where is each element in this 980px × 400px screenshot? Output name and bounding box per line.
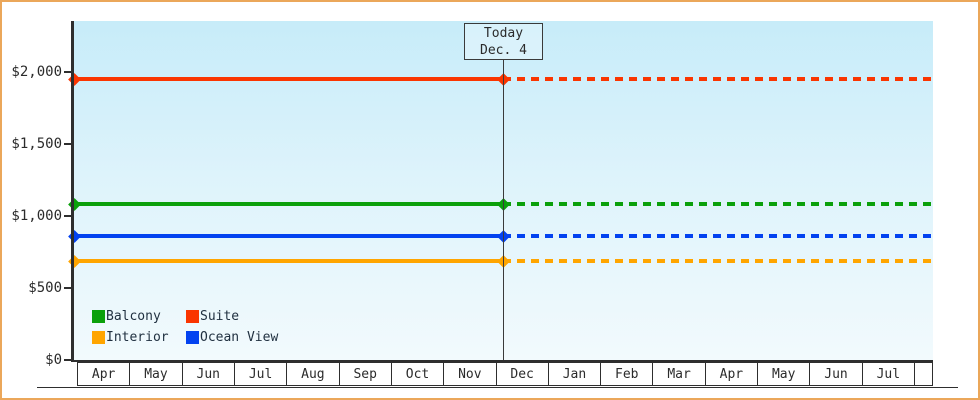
bottom-divider bbox=[37, 387, 958, 388]
series-line-ocean-view-solid bbox=[74, 234, 503, 238]
x-axis bbox=[71, 360, 933, 362]
today-annotation-box: Today Dec. 4 bbox=[464, 23, 543, 60]
month-cell: Apr bbox=[78, 363, 131, 385]
legend-label: Interior bbox=[106, 329, 169, 345]
y-axis bbox=[71, 21, 74, 362]
legend-label: Balcony bbox=[106, 308, 161, 324]
y-tick-label: $1,500 bbox=[11, 136, 62, 152]
month-cell: Nov bbox=[444, 363, 497, 385]
month-cell: Apr bbox=[706, 363, 759, 385]
legend-item-suite: Suite bbox=[186, 308, 278, 324]
today-line bbox=[503, 60, 504, 360]
legend-swatch-icon bbox=[186, 309, 199, 323]
month-cell: Jun bbox=[183, 363, 235, 385]
month-cell: Sep bbox=[340, 363, 392, 385]
series-line-ocean-view-dashed bbox=[503, 234, 933, 238]
legend-swatch-icon bbox=[92, 309, 105, 323]
y-tick-label: $500 bbox=[28, 280, 62, 296]
month-cell-empty bbox=[915, 363, 932, 385]
legend: Balcony Suite Interior Ocean View bbox=[92, 308, 279, 345]
y-tick bbox=[64, 287, 72, 289]
series-line-balcony-dashed bbox=[503, 202, 933, 206]
month-cell: May bbox=[130, 363, 183, 385]
today-label: Today bbox=[483, 26, 524, 41]
series-line-suite-solid bbox=[74, 77, 503, 81]
legend-item-ocean-view: Ocean View bbox=[186, 329, 279, 345]
series-line-interior-dashed bbox=[503, 259, 933, 263]
month-cell: May bbox=[758, 363, 811, 385]
today-date: Dec. 4 bbox=[480, 43, 527, 58]
legend-swatch-icon bbox=[186, 330, 199, 344]
y-tick-label: $0 bbox=[45, 352, 62, 368]
y-tick bbox=[64, 215, 72, 217]
month-cell: Oct bbox=[392, 363, 445, 385]
series-line-interior-solid bbox=[74, 259, 503, 263]
y-tick bbox=[64, 71, 72, 73]
month-cell: Jul bbox=[863, 363, 915, 385]
month-cell: Jan bbox=[549, 363, 602, 385]
legend-label: Suite bbox=[200, 308, 240, 324]
month-cell: Feb bbox=[601, 363, 654, 385]
y-tick-label: $2,000 bbox=[11, 64, 62, 80]
y-tick bbox=[64, 359, 72, 361]
month-cell: Jun bbox=[810, 363, 863, 385]
month-cell: Jul bbox=[235, 363, 288, 385]
month-axis-strip: Apr May Jun Jul Aug Sep Oct Nov Dec Jan Feb Mar Apr M… bbox=[77, 362, 933, 386]
legend-swatch-icon bbox=[92, 330, 105, 344]
month-cell: Mar bbox=[653, 363, 706, 385]
month-cell: Aug bbox=[287, 363, 340, 385]
legend-label: Ocean View bbox=[200, 329, 279, 345]
month-cell: Dec bbox=[497, 363, 549, 385]
legend-item-balcony: Balcony bbox=[92, 308, 186, 324]
y-tick-label: $1,000 bbox=[11, 208, 62, 224]
legend-item-interior: Interior bbox=[92, 329, 186, 345]
series-line-balcony-solid bbox=[74, 202, 503, 206]
series-line-suite-dashed bbox=[503, 77, 933, 81]
y-tick bbox=[64, 143, 72, 145]
